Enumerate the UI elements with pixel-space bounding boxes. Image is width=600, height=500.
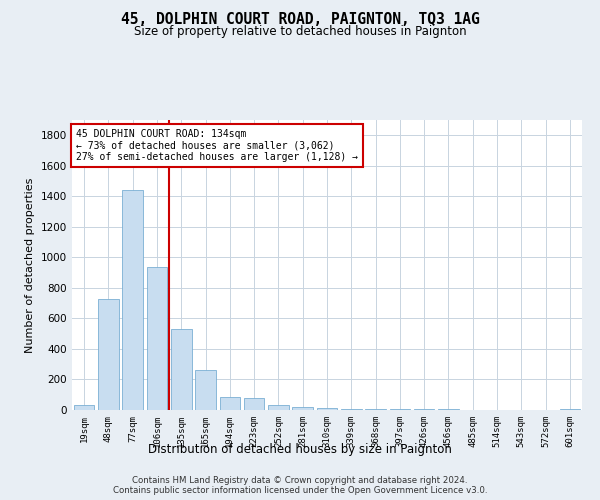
Bar <box>195 370 216 410</box>
Bar <box>317 408 337 410</box>
Text: Distribution of detached houses by size in Paignton: Distribution of detached houses by size … <box>148 442 452 456</box>
Bar <box>98 298 119 410</box>
Bar <box>268 404 289 410</box>
Text: Size of property relative to detached houses in Paignton: Size of property relative to detached ho… <box>134 25 466 38</box>
Text: Contains HM Land Registry data © Crown copyright and database right 2024.
Contai: Contains HM Land Registry data © Crown c… <box>113 476 487 495</box>
Bar <box>122 190 143 410</box>
Bar <box>414 409 434 410</box>
Bar <box>292 407 313 410</box>
Text: 45, DOLPHIN COURT ROAD, PAIGNTON, TQ3 1AG: 45, DOLPHIN COURT ROAD, PAIGNTON, TQ3 1A… <box>121 12 479 28</box>
Bar <box>341 409 362 410</box>
Bar <box>220 397 240 410</box>
Bar <box>74 406 94 410</box>
Bar <box>244 398 265 410</box>
Text: 45 DOLPHIN COURT ROAD: 134sqm
← 73% of detached houses are smaller (3,062)
27% o: 45 DOLPHIN COURT ROAD: 134sqm ← 73% of d… <box>76 129 358 162</box>
Bar <box>171 329 191 410</box>
Bar <box>146 266 167 410</box>
Y-axis label: Number of detached properties: Number of detached properties <box>25 178 35 352</box>
Bar <box>365 409 386 410</box>
Bar <box>389 409 410 410</box>
Bar <box>560 409 580 410</box>
Bar <box>438 409 459 410</box>
